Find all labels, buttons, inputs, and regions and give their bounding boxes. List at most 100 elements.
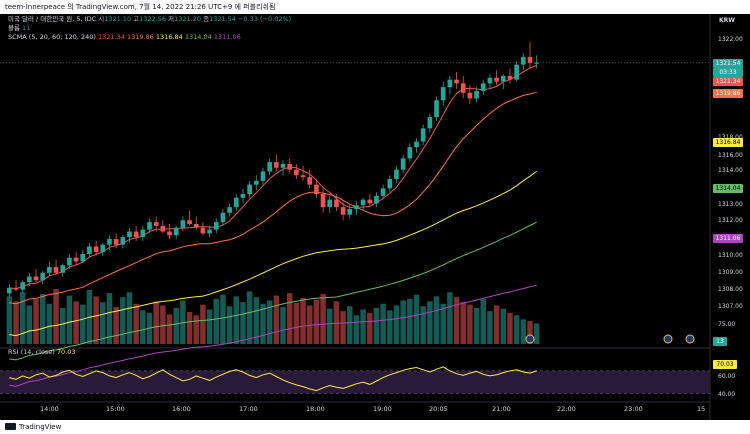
volume-bar	[200, 304, 206, 344]
volume-bar	[527, 321, 533, 344]
candle-body	[367, 199, 373, 204]
price-tick: 1314.00	[718, 167, 743, 174]
volume-bar	[473, 307, 480, 344]
candle-body	[447, 79, 453, 88]
candle-body	[294, 169, 299, 176]
volume-bar	[173, 307, 179, 344]
volume-bar	[160, 305, 166, 344]
candle-body	[140, 229, 146, 238]
candle-body	[487, 77, 493, 84]
volume-bar	[126, 292, 133, 344]
candle-body	[420, 128, 426, 142]
volume-bar	[353, 315, 360, 344]
candle-body	[127, 231, 132, 238]
volume-bar	[513, 315, 520, 344]
candle-body	[200, 227, 206, 234]
volume-bar	[313, 299, 320, 344]
time-tick: 17:00	[239, 405, 258, 413]
sma5-value: 1321.34	[97, 33, 125, 41]
publish-caption: teem-Innerpeace 의 TradingView.com, 7월 14…	[0, 0, 750, 14]
sma60-line	[9, 170, 537, 337]
sma120-badge: 1314.04	[713, 184, 743, 193]
high-label: 고	[133, 15, 140, 23]
rsi-value: 70.03	[56, 348, 76, 356]
candle-body	[407, 147, 413, 159]
volume-bar	[300, 298, 306, 344]
volume-bar	[347, 306, 353, 344]
open-label: 시	[98, 15, 105, 23]
volume-bar	[420, 306, 426, 344]
volume-bar	[480, 298, 486, 344]
candle-body	[527, 57, 533, 63]
candle-body	[167, 231, 172, 236]
candle-body	[320, 194, 326, 208]
volume-bar	[186, 311, 193, 344]
volume-bar	[453, 297, 460, 344]
sma-legend: SCMA (5, 20, 60, 120, 240) 1321.34 1319.…	[8, 33, 241, 42]
candle-body	[394, 169, 399, 179]
candle-body	[107, 239, 112, 245]
candle-body	[153, 222, 159, 226]
volume-value: 11	[22, 24, 31, 32]
sma5-line	[9, 64, 537, 290]
volume-bar	[19, 292, 26, 344]
candle-body	[314, 184, 319, 194]
candle-body	[7, 287, 12, 294]
time-tick: 14:00	[40, 405, 59, 413]
candle-body	[47, 267, 52, 273]
candle-body	[27, 276, 32, 283]
volume-bar	[380, 303, 386, 344]
chart-canvas[interactable]	[0, 14, 750, 420]
volume-bar	[66, 295, 73, 344]
volume-bar	[460, 302, 466, 344]
candle-body	[307, 177, 313, 185]
sma20-line	[9, 91, 537, 305]
candle-body	[33, 276, 39, 281]
candle-body	[374, 195, 379, 204]
volume-bar	[293, 302, 300, 344]
candle-body	[534, 62, 539, 64]
sma20-value: 1319.86	[126, 33, 154, 41]
volume-bar	[413, 294, 420, 344]
chart-frame[interactable]: KRW 미국 달러 / 대한민국 원, 5, IDC 시1321.10 고132…	[0, 14, 750, 420]
candle-body	[80, 254, 86, 262]
volume-bar	[280, 307, 286, 344]
volume-bar	[407, 298, 413, 344]
countdown-badge: 03:33	[713, 68, 743, 77]
candle-body	[180, 220, 186, 228]
price-tick: 1318.00	[718, 134, 743, 142]
volume-bar	[500, 308, 507, 344]
time-tick: 21:00	[492, 405, 511, 413]
time-tick: 15	[697, 405, 706, 413]
candle-body	[13, 287, 19, 290]
sma-label: SCMA (5, 20, 60, 120, 240)	[8, 33, 96, 41]
candle-body	[387, 179, 393, 189]
candle-body	[113, 239, 119, 245]
volume-bar	[73, 301, 79, 344]
rsi-tick: 40.00	[718, 391, 736, 398]
time-tick: 23:00	[624, 405, 643, 413]
candle-body	[220, 212, 226, 223]
candle-body	[400, 158, 406, 170]
candle-body	[173, 227, 179, 236]
high-value: 1322.56	[139, 15, 167, 23]
price-tick: 1313.00	[718, 201, 743, 208]
sma120-line	[9, 221, 537, 361]
candle-body	[434, 100, 439, 118]
candle-body	[280, 164, 286, 168]
volume-tick: 75.00	[718, 321, 736, 328]
volume-label: 볼륨	[8, 24, 20, 32]
volume-bar	[400, 300, 406, 344]
candle-body	[354, 205, 359, 209]
candle-body	[427, 117, 433, 129]
volume-bar	[93, 296, 99, 344]
time-tick: 16:00	[172, 405, 191, 413]
volume-bar	[273, 295, 280, 344]
time-tick: 19:00	[373, 405, 392, 413]
candle-body	[347, 209, 353, 215]
candle-body	[467, 92, 473, 99]
open-value: 1321.10	[104, 15, 132, 23]
volume-bar	[487, 311, 493, 344]
change-value: −0.33 (−0.02%)	[238, 15, 292, 23]
